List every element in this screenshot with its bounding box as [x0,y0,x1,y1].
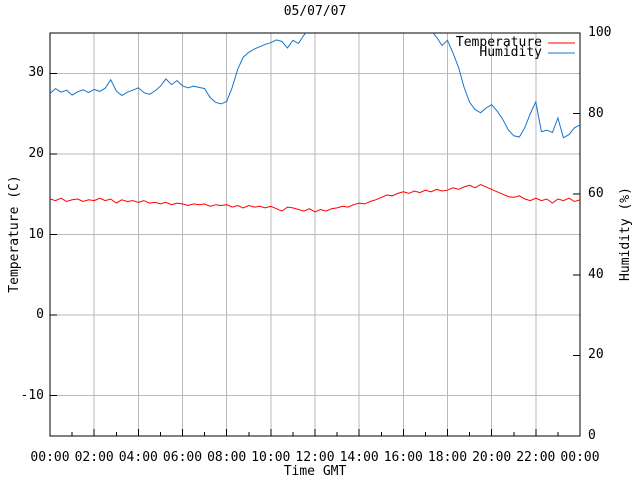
x-tick-label: 18:00 [427,450,468,465]
y-right-tick-label: 60 [588,186,604,202]
x-tick-label: 08:00 [207,450,247,465]
y-left-tick-label: -10 [20,387,44,403]
x-tick-label: 04:00 [118,450,158,465]
y-right-tick-label: 40 [588,266,604,282]
x-tick-label: 02:00 [74,450,114,465]
x-tick-label: 14:00 [339,450,379,465]
x-tick-label: 00:00 [30,450,70,465]
x-tick-label: 00:00 [560,450,600,465]
x-tick-label: 16:00 [383,450,423,465]
x-tick-label: 12:00 [295,450,335,465]
x-tick-label: 06:00 [162,450,203,465]
y-left-tick-label: 0 [36,307,44,323]
y-left-tick-label: 20 [28,145,44,161]
y-right-tick-label: 80 [588,105,604,121]
legend-item-temperature: Temperature [455,35,542,50]
y-right-tick-label: 0 [588,428,596,443]
x-tick-label: 22:00 [516,450,556,465]
y-right-tick-label: 100 [588,25,612,40]
x-axis-label: Time GMT [283,464,347,479]
y-left-tick-label: 10 [28,226,44,242]
y-right-tick-label: 20 [588,347,604,363]
humidity-line [50,33,580,139]
x-tick-label: 20:00 [472,450,512,465]
y-left-tick-label: 30 [28,65,44,81]
chart-title: 05/07/07 [283,4,347,19]
temperature-line [50,183,580,213]
legend-item-humidity: Humidity [479,45,542,60]
x-tick-label: 10:00 [251,450,291,465]
